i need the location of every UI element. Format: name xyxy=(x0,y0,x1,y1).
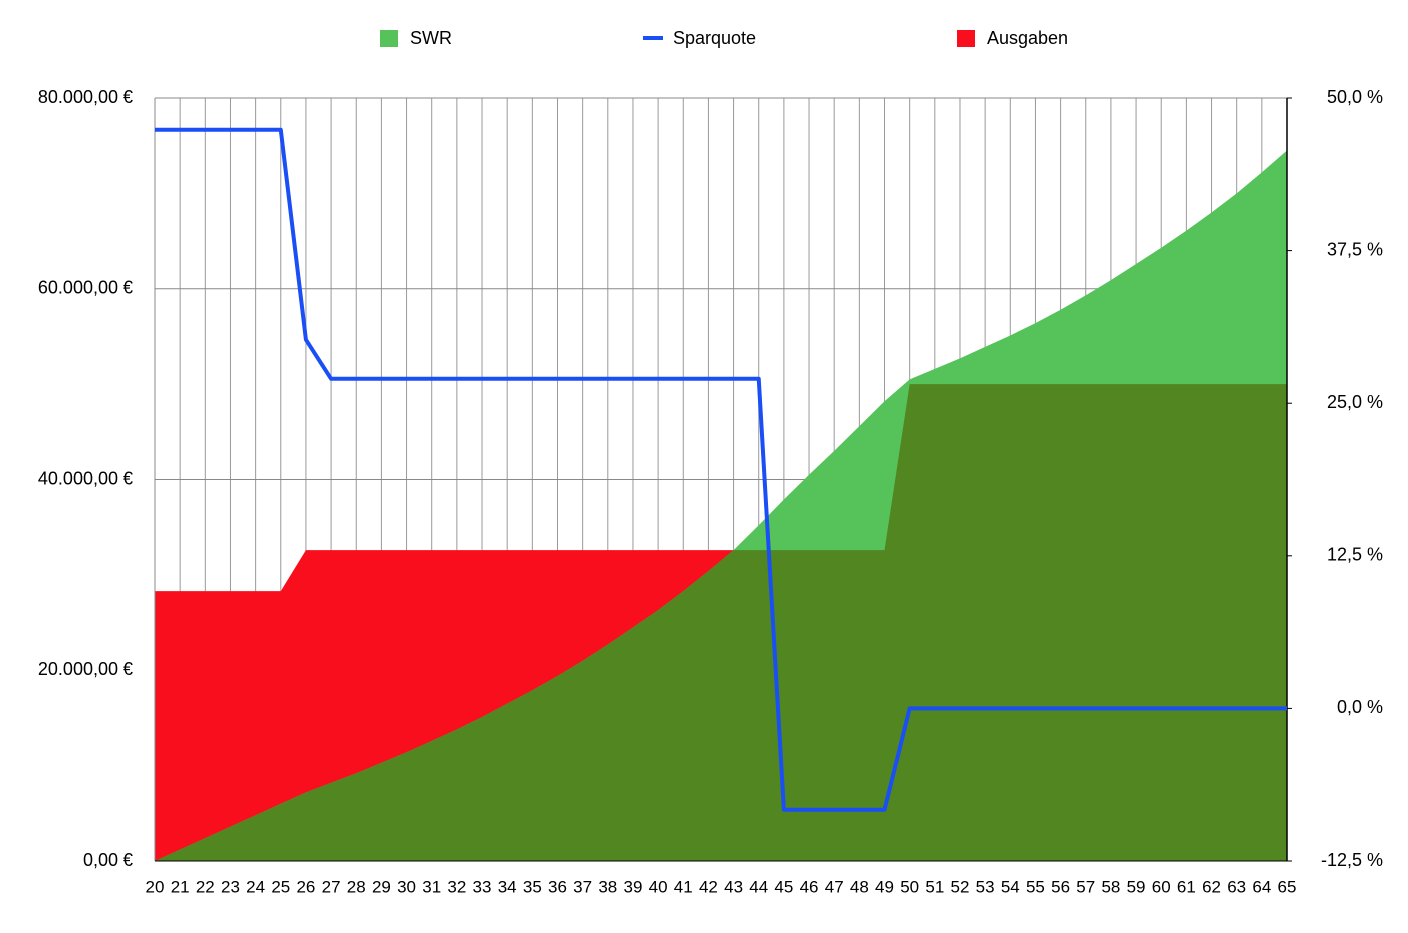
x-tick-label: 49 xyxy=(875,877,894,896)
y-tick-label: 60.000,00 € xyxy=(38,278,133,298)
x-tick-label: 36 xyxy=(548,877,567,896)
x-tick-label: 63 xyxy=(1227,877,1246,896)
x-tick-label: 24 xyxy=(246,877,265,896)
y2-tick-label: -12,5 % xyxy=(1321,850,1383,870)
x-tick-label: 50 xyxy=(900,877,919,896)
x-tick-label: 56 xyxy=(1051,877,1070,896)
legend-swatch xyxy=(380,30,398,47)
x-tick-label: 62 xyxy=(1202,877,1221,896)
x-tick-label: 45 xyxy=(774,877,793,896)
legend-swatch xyxy=(643,36,663,40)
x-tick-label: 65 xyxy=(1278,877,1297,896)
y2-tick-label: 50,0 % xyxy=(1327,87,1383,107)
y-tick-label: 80.000,00 € xyxy=(38,87,133,107)
x-tick-label: 30 xyxy=(397,877,416,896)
y-tick-label: 20.000,00 € xyxy=(38,659,133,679)
y2-tick-label: 0,0 % xyxy=(1337,697,1383,717)
legend-swatch xyxy=(957,30,975,47)
x-tick-label: 23 xyxy=(221,877,240,896)
x-tick-label: 44 xyxy=(749,877,768,896)
x-tick-label: 53 xyxy=(976,877,995,896)
x-tick-label: 54 xyxy=(1001,877,1020,896)
overlap-area xyxy=(155,384,1287,861)
x-tick-label: 22 xyxy=(196,877,215,896)
legend-label: Ausgaben xyxy=(987,28,1068,48)
x-tick-label: 20 xyxy=(146,877,165,896)
x-tick-label: 60 xyxy=(1152,877,1171,896)
x-tick-label: 27 xyxy=(322,877,341,896)
x-tick-label: 43 xyxy=(724,877,743,896)
x-tick-label: 58 xyxy=(1101,877,1120,896)
x-tick-label: 57 xyxy=(1076,877,1095,896)
x-tick-label: 41 xyxy=(674,877,693,896)
x-tick-label: 26 xyxy=(296,877,315,896)
x-tick-label: 61 xyxy=(1177,877,1196,896)
x-tick-label: 33 xyxy=(473,877,492,896)
x-tick-label: 55 xyxy=(1026,877,1045,896)
x-tick-label: 64 xyxy=(1252,877,1271,896)
x-tick-label: 31 xyxy=(422,877,441,896)
x-tick-label: 28 xyxy=(347,877,366,896)
x-tick-label: 37 xyxy=(573,877,592,896)
legend-label: SWR xyxy=(410,28,452,48)
x-tick-label: 48 xyxy=(850,877,869,896)
y2-tick-label: 12,5 % xyxy=(1327,545,1383,565)
x-tick-label: 25 xyxy=(271,877,290,896)
x-tick-label: 40 xyxy=(649,877,668,896)
x-tick-label: 52 xyxy=(951,877,970,896)
y2-tick-label: 37,5 % xyxy=(1327,239,1383,259)
x-tick-label: 34 xyxy=(498,877,517,896)
x-tick-label: 32 xyxy=(447,877,466,896)
x-tick-label: 46 xyxy=(800,877,819,896)
line xyxy=(155,127,1287,812)
legend-label: Sparquote xyxy=(673,28,756,48)
x-tick-label: 51 xyxy=(925,877,944,896)
x-tick-label: 47 xyxy=(825,877,844,896)
x-tick-label: 39 xyxy=(623,877,642,896)
x-tick-label: 29 xyxy=(372,877,391,896)
y2-tick-label: 25,0 % xyxy=(1327,392,1383,412)
x-tick-label: 21 xyxy=(171,877,190,896)
y-tick-label: 40.000,00 € xyxy=(38,468,133,488)
x-tick-label: 59 xyxy=(1127,877,1146,896)
y-tick-label: 0,00 € xyxy=(83,850,133,870)
x-tick-label: 35 xyxy=(523,877,542,896)
x-tick-label: 38 xyxy=(598,877,617,896)
x-tick-label: 42 xyxy=(699,877,718,896)
